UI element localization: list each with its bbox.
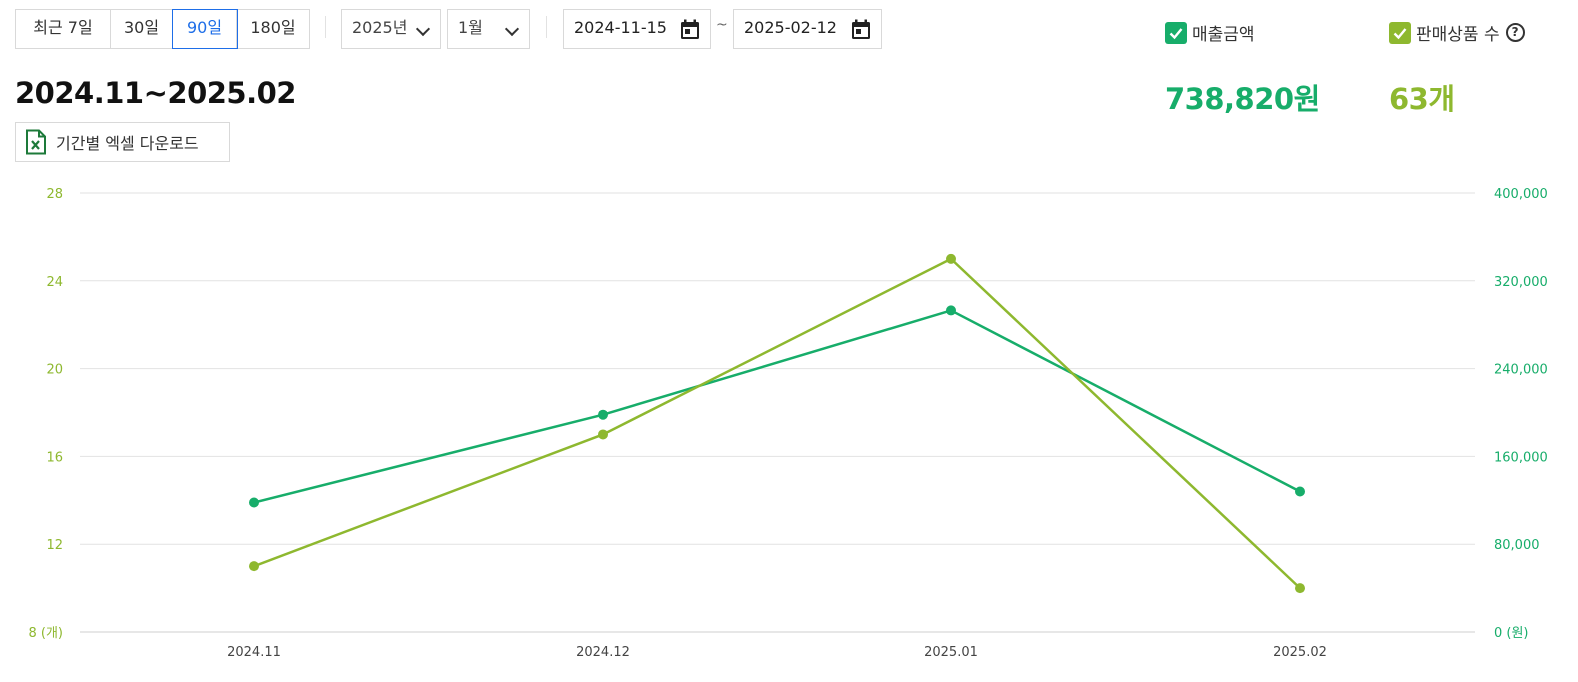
range-button-180d[interactable]: 180일 [237, 10, 309, 48]
range-button-30d[interactable]: 30일 [111, 10, 173, 48]
end-date-field[interactable]: 2025-02-12 [733, 9, 882, 49]
y-right-tick-label: 80,000 [1494, 538, 1540, 553]
y-left-tick-label: 16 [46, 450, 63, 465]
year-select-value: 2025년 [352, 18, 408, 37]
month-select[interactable]: 1월 [447, 9, 530, 49]
sales-data-point [249, 497, 259, 508]
sales-checkbox-label: 매출금액 [1192, 25, 1255, 45]
excel-download-button[interactable]: 기간별 엑셀 다운로드 [15, 122, 230, 162]
end-date-value: 2025-02-12 [744, 18, 837, 37]
y-left-tick-label: 20 [46, 363, 63, 378]
count-data-point [1295, 583, 1305, 594]
sales-checkbox[interactable]: 매출금액 [1165, 20, 1255, 45]
toolbar-divider [325, 16, 326, 38]
count-data-point [946, 253, 956, 264]
range-button-7d[interactable]: 최근 7일 [16, 10, 111, 48]
count-series-line [253, 257, 1301, 590]
sales-data-point [598, 409, 608, 420]
year-select[interactable]: 2025년 [341, 9, 441, 49]
y-right-tick-label: 240,000 [1494, 363, 1548, 378]
y-left-tick-label: 28 [46, 187, 63, 202]
sales-data-point [946, 305, 956, 316]
x-tick-label: 2025.02 [1273, 645, 1327, 660]
excel-download-label: 기간별 엑셀 다운로드 [56, 134, 199, 153]
sales-count-line-chart: 8 (개) 0 (원) 12 80,000 16 160,000 20 240,000 24 32… [28, 187, 1548, 660]
y-right-tick-label: 160,000 [1494, 450, 1548, 465]
range-button-group: 최근 7일 30일 90일 180일 [15, 9, 310, 49]
sales-total: 738,820원 [1165, 82, 1320, 116]
y-right-tick-label: 0 (원) [1494, 626, 1529, 641]
x-tick-label: 2024.12 [576, 645, 630, 660]
help-icon[interactable]: ? [1505, 23, 1525, 42]
y-right-tick-label: 400,000 [1494, 187, 1548, 202]
calendar-icon [681, 19, 699, 39]
calendar-icon [852, 19, 870, 39]
count-total: 63개 [1389, 82, 1455, 116]
range-button-90d[interactable]: 90일 [172, 9, 238, 49]
checkbox-checked-icon [1165, 21, 1187, 44]
chevron-down-icon [504, 21, 520, 37]
chevron-down-icon [415, 21, 431, 37]
count-data-point [249, 561, 259, 572]
count-checkbox[interactable]: 판매상품 수 ? [1389, 20, 1525, 45]
excel-icon [26, 129, 46, 155]
checkbox-checked-icon [1389, 21, 1411, 44]
sales-data-point [1295, 486, 1305, 497]
y-left-tick-label: 12 [46, 538, 63, 553]
date-range-separator: ~ [716, 17, 728, 33]
count-checkbox-label: 판매상품 수 [1416, 25, 1500, 45]
y-left-tick-label: 8 (개) [28, 626, 63, 641]
start-date-field[interactable]: 2024-11-15 [563, 9, 711, 49]
y-right-tick-label: 320,000 [1494, 275, 1548, 290]
y-left-tick-label: 24 [46, 275, 63, 290]
sales-series-line [253, 309, 1301, 504]
start-date-value: 2024-11-15 [574, 18, 667, 37]
period-title: 2024.11~2025.02 [15, 76, 296, 110]
month-select-value: 1월 [458, 18, 483, 37]
toolbar-divider [546, 16, 547, 38]
count-data-point [598, 429, 608, 440]
x-tick-label: 2024.11 [227, 645, 281, 660]
x-tick-label: 2025.01 [924, 645, 978, 660]
